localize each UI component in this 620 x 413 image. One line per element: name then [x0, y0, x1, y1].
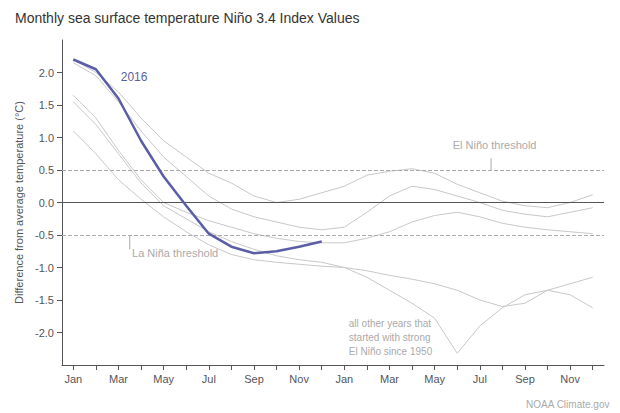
svg-text:started with strong: started with strong	[349, 332, 431, 343]
svg-text:El Niño threshold: El Niño threshold	[453, 139, 537, 151]
svg-text:0.0: 0.0	[39, 197, 54, 209]
svg-text:Jul: Jul	[473, 373, 487, 385]
svg-text:Nov: Nov	[289, 373, 309, 385]
svg-text:Jul: Jul	[202, 373, 216, 385]
svg-text:-2.0: -2.0	[35, 327, 54, 339]
svg-text:all other years that: all other years that	[349, 318, 431, 329]
svg-text:Sep: Sep	[244, 373, 264, 385]
svg-text:Difference from average temper: Difference from average temperature (°C)	[13, 101, 25, 304]
svg-text:-1.5: -1.5	[35, 294, 54, 306]
svg-text:1.5: 1.5	[39, 99, 54, 111]
svg-text:-0.5: -0.5	[35, 229, 54, 241]
svg-text:El Niño since 1950: El Niño since 1950	[349, 346, 433, 357]
svg-text:Jan: Jan	[64, 373, 82, 385]
svg-text:2016: 2016	[121, 70, 148, 84]
svg-text:La Niña threshold: La Niña threshold	[132, 247, 218, 259]
svg-text:0.5: 0.5	[39, 164, 54, 176]
svg-text:1.0: 1.0	[39, 132, 54, 144]
svg-text:Jan: Jan	[335, 373, 353, 385]
svg-text:Sep: Sep	[515, 373, 535, 385]
svg-text:May: May	[424, 373, 445, 385]
svg-text:-1.0: -1.0	[35, 262, 54, 274]
svg-text:May: May	[153, 373, 174, 385]
svg-text:Nov: Nov	[560, 373, 580, 385]
svg-text:Monthly sea surface temperatur: Monthly sea surface temperature Niño 3.4…	[15, 10, 359, 26]
svg-text:2.0: 2.0	[39, 67, 54, 79]
svg-text:NOAA Climate.gov: NOAA Climate.gov	[526, 399, 609, 410]
svg-text:Mar: Mar	[109, 373, 128, 385]
svg-text:Mar: Mar	[380, 373, 399, 385]
